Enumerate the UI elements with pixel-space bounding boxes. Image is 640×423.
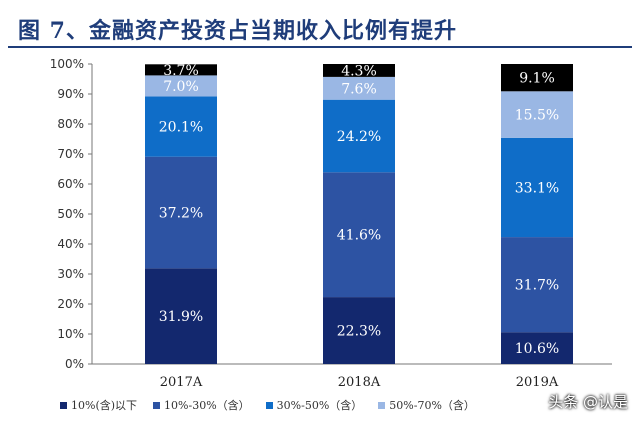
bar-segment: [323, 172, 395, 298]
bar-segment: [501, 137, 573, 238]
legend-item-1: 10%(含)以下: [60, 397, 137, 413]
bar-segment: [145, 75, 217, 97]
y-tick-label: 50%: [57, 207, 84, 221]
data-label: 9.1%: [519, 71, 555, 87]
data-label: 31.7%: [515, 278, 559, 294]
data-label: 37.2%: [159, 206, 203, 222]
bar-segment: [145, 64, 217, 76]
bar-segment: [501, 91, 573, 138]
legend-item-4: 50%-70%（含）: [378, 397, 475, 413]
chart-title: 图 7、金融资产投资占当期收入比例有提升: [18, 18, 457, 44]
x-tick-label: 2019A: [516, 375, 559, 390]
bar-segment: [145, 156, 217, 269]
bar-segment: [323, 297, 395, 364]
bar-segment: [501, 332, 573, 364]
legend-label-1: 10%(含)以下: [71, 399, 138, 412]
legend-swatch-4: [378, 401, 386, 409]
y-tick-label: 20%: [57, 297, 84, 311]
y-tick-label: 100%: [50, 57, 84, 71]
data-label: 7.6%: [341, 81, 377, 97]
data-label: 22.3%: [337, 324, 381, 340]
title-bar: 图 7、金融资产投资占当期收入比例有提升: [8, 6, 632, 48]
legend-item-2: 10%-30%（含）: [153, 397, 250, 413]
y-tick-label: 30%: [57, 267, 84, 281]
legend-swatch-2: [153, 401, 161, 409]
data-label: 15.5%: [515, 108, 559, 124]
data-label: 20.1%: [159, 120, 203, 136]
y-tick-label: 80%: [57, 117, 84, 131]
legend-item-3: 30%-50%（含）: [265, 397, 363, 413]
x-tick-label: 2018A: [338, 375, 381, 390]
y-tick-label: 90%: [57, 87, 84, 101]
bar-segment: [145, 268, 217, 364]
watermark: 头条 @认是: [548, 393, 628, 411]
legend-label-3: 30%-50%（含）: [276, 399, 363, 412]
data-label: 41.6%: [337, 228, 381, 244]
y-tick-label: 10%: [57, 327, 84, 341]
y-tick-label: 0%: [65, 357, 84, 371]
bar-segment: [323, 99, 395, 173]
data-label: 3.7%: [163, 63, 199, 79]
y-tick-label: 60%: [57, 177, 84, 191]
legend-label-4: 50%-70%（含）: [389, 399, 475, 412]
data-label: 33.1%: [515, 180, 559, 196]
bar-segment: [323, 76, 395, 100]
bar-segment: [145, 96, 217, 157]
data-label: 31.9%: [159, 309, 203, 325]
bar-segment: [323, 64, 395, 77]
x-tick-label: 2017A: [160, 375, 203, 390]
bar-segment: [501, 237, 573, 333]
data-label: 24.2%: [337, 129, 381, 145]
bar-segment: [501, 64, 573, 92]
data-label: 4.3%: [341, 63, 377, 79]
data-label: 7.0%: [163, 79, 199, 95]
data-label: 10.6%: [515, 341, 559, 357]
chart-legend: 10%(含)以下 10%-30%（含） 30%-50%（含） 50%-70%（含…: [60, 397, 491, 413]
legend-swatch-3: [265, 401, 273, 409]
legend-label-2: 10%-30%（含）: [164, 399, 250, 412]
y-tick-label: 40%: [57, 237, 84, 251]
legend-swatch-1: [60, 401, 67, 409]
y-tick-label: 70%: [57, 147, 84, 161]
